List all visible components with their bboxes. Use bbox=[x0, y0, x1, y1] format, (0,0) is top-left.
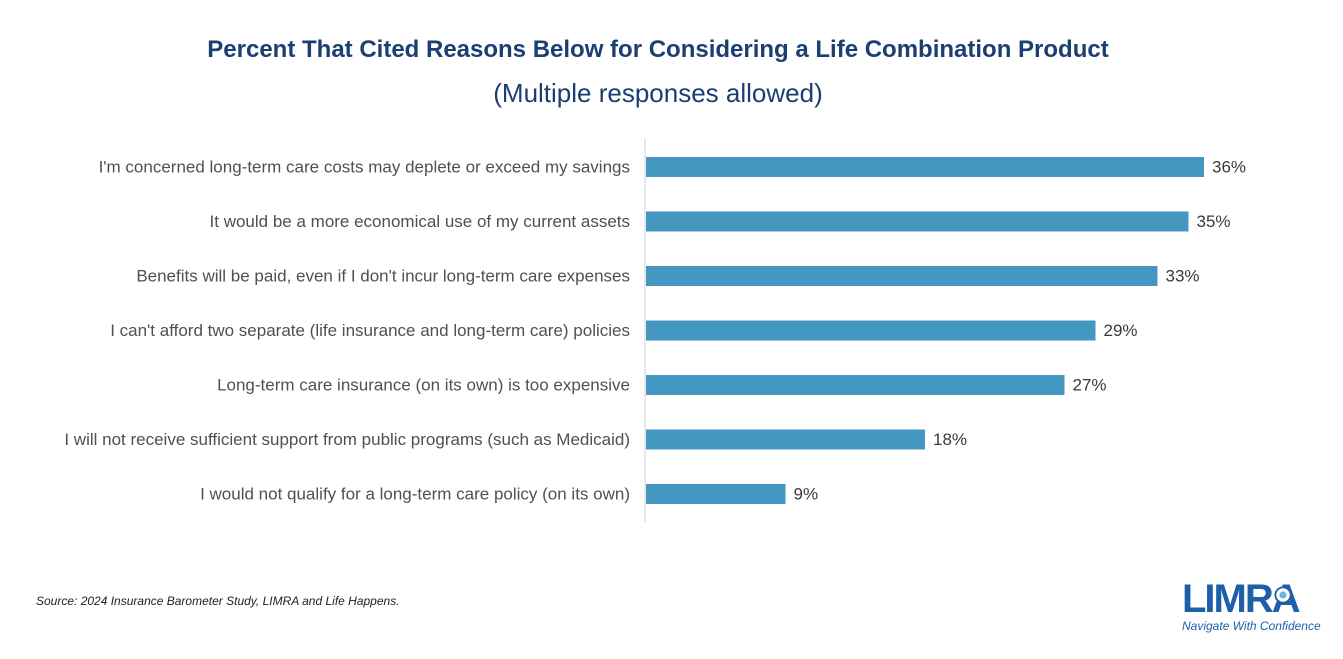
value-label: 18% bbox=[933, 430, 967, 449]
bar bbox=[646, 211, 1189, 232]
bar bbox=[646, 266, 1158, 286]
category-label: I would not qualify for a long-term care… bbox=[200, 485, 630, 504]
bar bbox=[646, 429, 925, 450]
source-note: Source: 2024 Insurance Barometer Study, … bbox=[36, 594, 400, 608]
bar bbox=[646, 484, 786, 504]
bars-group: I'm concerned long-term care costs may d… bbox=[64, 157, 1246, 504]
value-label: 36% bbox=[1212, 158, 1246, 177]
value-label: 35% bbox=[1197, 212, 1231, 231]
chart-subtitle: (Multiple responses allowed) bbox=[493, 78, 823, 108]
value-label: 33% bbox=[1166, 267, 1200, 286]
value-label: 29% bbox=[1104, 321, 1138, 340]
value-label: 27% bbox=[1073, 376, 1107, 395]
bar bbox=[646, 375, 1065, 395]
limra-logo: LIMRA Navigate With Confidence bbox=[1178, 577, 1323, 639]
category-label: I will not receive sufficient support fr… bbox=[64, 430, 630, 449]
category-label: Long-term care insurance (on its own) is… bbox=[217, 376, 630, 395]
bar bbox=[646, 157, 1204, 177]
logo-tagline: Navigate With Confidence bbox=[1182, 619, 1321, 633]
bar bbox=[646, 320, 1096, 341]
globe-icon bbox=[1274, 586, 1292, 604]
category-label: It would be a more economical use of my … bbox=[210, 212, 630, 231]
category-label: Benefits will be paid, even if I don't i… bbox=[136, 267, 630, 286]
value-label: 9% bbox=[794, 485, 819, 504]
category-label: I can't afford two separate (life insura… bbox=[110, 321, 630, 340]
chart-title: Percent That Cited Reasons Below for Con… bbox=[207, 36, 1109, 63]
category-label: I'm concerned long-term care costs may d… bbox=[99, 158, 630, 177]
